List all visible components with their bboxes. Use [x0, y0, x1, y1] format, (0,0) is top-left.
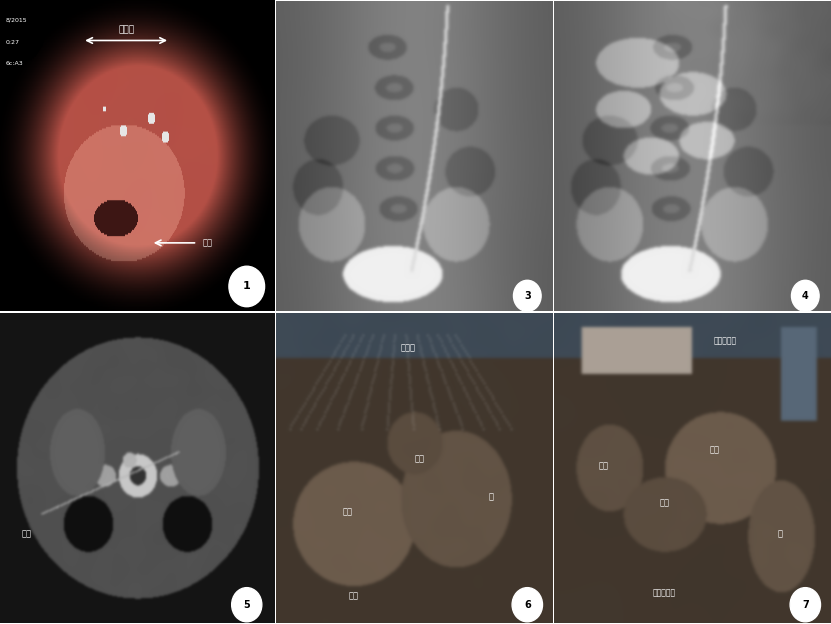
Text: 8/2015: 8/2015: [6, 339, 27, 344]
Text: 疹口: 疹口: [156, 519, 166, 529]
Text: 0:27: 0:27: [6, 39, 19, 44]
Circle shape: [514, 280, 541, 311]
Text: 瘘道: 瘘道: [659, 499, 669, 507]
Text: 瘘道: 瘘道: [415, 455, 425, 464]
Text: 胃: 胃: [489, 492, 494, 501]
Text: 3: 3: [524, 291, 531, 301]
Text: 6c:A3: 6c:A3: [6, 383, 23, 388]
Text: 2: 2: [243, 593, 251, 603]
Text: 胃: 胃: [778, 529, 783, 539]
Text: 阑尾: 阑尾: [348, 592, 358, 600]
Text: 空肠输出祥: 空肠输出祥: [714, 337, 737, 346]
Text: 疹口: 疹口: [203, 238, 213, 247]
Circle shape: [512, 588, 543, 622]
Text: 空肠输入祥: 空肠输入祥: [653, 588, 676, 597]
Text: 4: 4: [802, 291, 809, 301]
Text: 瘘道: 瘘道: [22, 529, 32, 539]
Text: hospital PLA: hospital PLA: [6, 318, 39, 323]
Circle shape: [229, 266, 264, 307]
Circle shape: [232, 588, 262, 622]
Text: 盲肠: 盲肠: [342, 507, 352, 517]
Text: 6c:A3: 6c:A3: [6, 61, 23, 66]
Text: 8/2015: 8/2015: [6, 18, 27, 23]
Text: 空肠祥: 空肠祥: [118, 25, 134, 34]
Circle shape: [229, 578, 264, 619]
Text: 空肠祥: 空肠祥: [118, 331, 134, 341]
Text: 空肠祥: 空肠祥: [401, 343, 416, 352]
Text: 7: 7: [802, 600, 809, 610]
Text: 盲肠: 盲肠: [709, 446, 719, 454]
Text: 0:23: 0:23: [6, 361, 19, 366]
Text: 5: 5: [243, 600, 250, 610]
Circle shape: [791, 280, 819, 311]
Text: 阑尾: 阑尾: [598, 461, 608, 470]
Circle shape: [790, 588, 820, 622]
Text: 6: 6: [524, 600, 531, 610]
Text: 1: 1: [243, 281, 251, 291]
